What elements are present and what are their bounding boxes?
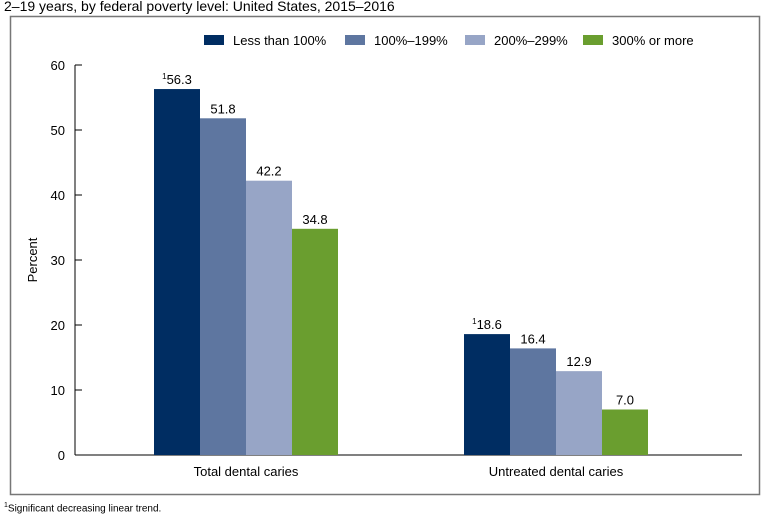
chart-subtitle: 2–19 years, by federal poverty level: Un…: [4, 0, 395, 14]
footnote: 1Significant decreasing linear trend.: [4, 500, 161, 515]
data-label: 42.2: [256, 164, 281, 179]
chart-frame: [9, 15, 761, 496]
y-axis-label: Percent: [25, 237, 40, 282]
bar: [556, 371, 602, 455]
footnote-marker: 1: [4, 502, 8, 509]
legend-swatch: [204, 35, 224, 45]
y-tick-label: 0: [58, 448, 65, 463]
legend-swatch: [345, 35, 365, 45]
x-category-label: Untreated dental caries: [489, 464, 624, 479]
data-label: 12.9: [566, 354, 591, 369]
y-tick-label: 40: [51, 188, 65, 203]
footnote-text: Significant decreasing linear trend.: [7, 503, 162, 515]
data-label: 156.3: [162, 72, 192, 87]
y-tick-label: 30: [51, 253, 65, 268]
y-tick-label: 10: [51, 383, 65, 398]
data-label: 16.4: [520, 331, 545, 346]
legend-label: 200%–299%: [494, 33, 568, 48]
bar: [154, 89, 200, 456]
bar: [602, 409, 648, 455]
data-label: 34.8: [302, 212, 327, 227]
legend-label: Less than 100%: [233, 33, 327, 48]
bar: [510, 348, 556, 455]
data-label: 51.8: [210, 101, 235, 116]
y-tick-label: 20: [51, 318, 65, 333]
legend-swatch: [583, 35, 603, 45]
bar: [292, 228, 338, 455]
y-tick-label: 60: [51, 58, 65, 73]
data-label: 118.6: [472, 317, 502, 332]
bar: [200, 118, 246, 456]
legend-label: 100%–199%: [374, 33, 448, 48]
y-tick-label: 50: [51, 123, 65, 138]
bar: [464, 334, 510, 455]
data-label: 7.0: [616, 393, 634, 408]
x-category-label: Total dental caries: [194, 464, 299, 479]
bar: [246, 180, 292, 455]
legend-label: 300% or more: [612, 33, 694, 48]
legend-swatch: [465, 35, 485, 45]
